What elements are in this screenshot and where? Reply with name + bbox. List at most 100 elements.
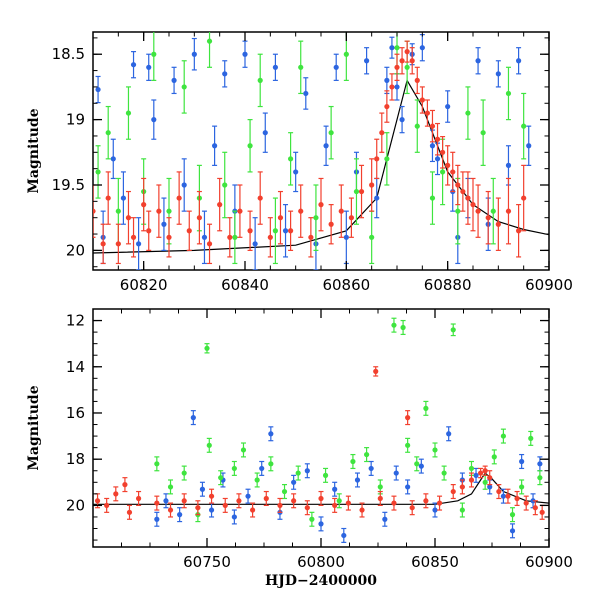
bottom-series-2-point	[222, 497, 228, 513]
top-series-1-point	[465, 86, 471, 140]
top-series-1-point	[222, 151, 228, 219]
top-series-0-point	[242, 40, 248, 68]
top-series-2-point	[455, 164, 461, 206]
bottom-axes: 60750 60800 60850 60900 12 14 16 18 20	[66, 308, 573, 571]
top-series-2-point	[374, 138, 380, 180]
top-series-2-point	[298, 184, 304, 238]
top-series-1-point	[95, 145, 101, 199]
top-series-0-point	[95, 75, 101, 104]
bottom-series-2-point	[250, 502, 256, 518]
top-series-1-point	[505, 66, 512, 121]
top-series-2-point	[227, 217, 233, 258]
top-series-2-point	[495, 197, 501, 251]
bottom-series-1-point	[181, 465, 187, 481]
bottom-series-1-point	[500, 428, 506, 444]
bottom-series-2-point	[236, 493, 242, 509]
top-series-0-point	[146, 53, 152, 81]
bottom-series-2-point	[468, 472, 475, 488]
top-xtick-label: 60900	[525, 276, 573, 294]
bottom-series-2-point	[405, 410, 411, 426]
top-series-0-point	[252, 217, 258, 270]
top-series-2-point	[166, 217, 172, 258]
top-series-2-point	[176, 171, 182, 225]
bottom-series-1-point	[482, 474, 488, 490]
top-series-2-point	[445, 145, 451, 186]
top-xtick-label: 60840	[221, 276, 269, 294]
top-series-1-point	[272, 197, 278, 265]
bottom-xtick-label: 60750	[183, 553, 231, 571]
bottom-series-1-point	[204, 343, 210, 354]
top-series-2-point	[318, 177, 324, 232]
top-series-2-point	[358, 164, 365, 219]
bottom-series-2-point	[478, 467, 484, 479]
top-series-0	[95, 34, 532, 270]
bottom-series-1-point	[336, 493, 342, 509]
bottom-series-0-point	[393, 465, 399, 481]
top-series-1-point	[181, 60, 187, 114]
bottom-series-0-point	[231, 509, 237, 525]
top-series-2-point	[288, 210, 294, 251]
top-series-1-point	[369, 210, 375, 265]
bottom-series-1-point	[167, 479, 174, 495]
top-ytick-label: 20	[66, 241, 85, 259]
top-series-0-point	[272, 53, 278, 81]
bottom-series-2-point	[318, 490, 324, 507]
bottom-series-2-point	[377, 490, 383, 507]
bottom-series-2-point	[126, 504, 133, 520]
bottom-xtick-label: 60850	[411, 553, 459, 571]
top-series-2-point	[348, 197, 354, 238]
top-series-0-point	[526, 125, 532, 166]
top-series-2-point	[328, 204, 334, 245]
bottom-model-curve	[93, 472, 549, 505]
top-series-0-point	[262, 112, 268, 153]
top-series-2-point	[93, 184, 96, 238]
bottom-series-0-point	[163, 493, 169, 509]
top-series-0-point	[293, 151, 299, 193]
top-series-1-point	[490, 177, 496, 245]
top-series-1	[95, 32, 527, 265]
top-series-2-point	[460, 171, 466, 212]
bottom-series-1-point	[400, 319, 406, 336]
top-series-2-point	[156, 184, 162, 238]
top-xtick-label: 60820	[120, 276, 168, 294]
top-series-0-point	[384, 66, 390, 95]
top-series-1-point	[384, 132, 390, 186]
bottom-series-2-point	[304, 500, 310, 516]
top-series-2-point	[450, 151, 456, 193]
bottom-series-2-point	[113, 486, 119, 502]
bottom-plot-area	[93, 317, 549, 543]
top-axes: 60820 60840 60860 60880 60900 18.5 19 19.5 20	[52, 32, 573, 294]
top-series-1-point	[328, 105, 334, 160]
top-series-1-point	[247, 119, 253, 173]
bottom-series-2-point	[391, 495, 397, 511]
bottom-series-0-point	[177, 507, 183, 523]
top-series-2-point	[257, 171, 263, 225]
top-series-0-point	[222, 60, 228, 88]
bottom-series-2-point	[409, 500, 415, 516]
top-series-0-point	[516, 47, 522, 75]
top-series-2-point	[505, 177, 512, 245]
top-series-2-point	[399, 47, 405, 75]
top-series-1-point	[257, 53, 263, 108]
top-series-2-point	[470, 177, 476, 232]
bottom-ytick-label: 12	[66, 312, 85, 330]
top-series-2-point	[389, 73, 395, 101]
top-series-2-point	[125, 190, 132, 245]
top-series-1-point	[521, 92, 527, 160]
top-series-0-point	[191, 37, 197, 71]
bottom-series-0-point	[500, 488, 506, 504]
bottom-series-1-point	[441, 465, 447, 481]
bottom-series-2-point	[523, 495, 529, 511]
top-ytick-label: 19	[66, 111, 85, 129]
bottom-series-0-point	[245, 488, 251, 504]
bottom-panel-frame	[92, 308, 550, 548]
bottom-ytick-label: 14	[66, 358, 85, 376]
bottom-series-2-point	[263, 490, 269, 507]
bottom-series-0-point	[354, 472, 361, 488]
bottom-series-0-point	[509, 523, 516, 539]
bottom-series-1-point	[309, 511, 315, 527]
top-series-1-point	[151, 32, 157, 81]
bottom-series-2-point	[136, 490, 142, 507]
bottom-series-2-point	[423, 493, 429, 509]
